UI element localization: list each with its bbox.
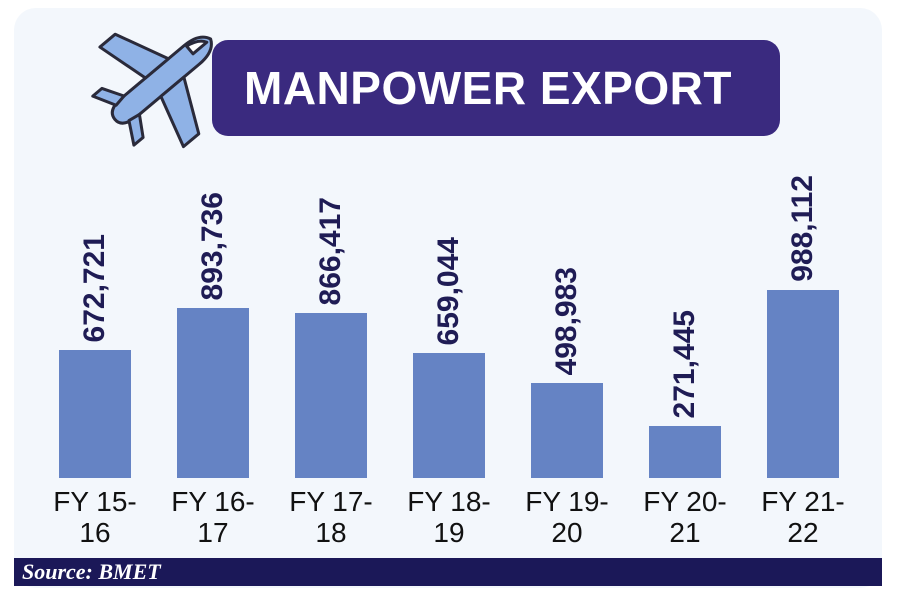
value-label: 988,112 — [786, 175, 819, 282]
source-note: Source: BMET — [22, 559, 161, 584]
value-label: 866,417 — [314, 197, 347, 306]
x-tick-label: FY 21-22 — [761, 486, 845, 548]
x-tick-label: FY 16-17 — [171, 486, 255, 548]
airplane-icon — [91, 32, 213, 149]
bar — [531, 383, 603, 478]
title-banner: MANPOWER EXPORT — [212, 40, 780, 136]
value-label: 893,736 — [196, 191, 229, 301]
bar — [767, 290, 839, 478]
value-label: 659,044 — [432, 236, 465, 346]
bar — [413, 352, 485, 478]
x-tick-label: FY 15-16 — [53, 486, 137, 548]
x-tick-label: FY 19-20 — [525, 486, 609, 548]
value-label: 498,983 — [550, 267, 583, 376]
bar — [59, 350, 131, 478]
bar — [649, 426, 721, 478]
value-label: 672,721 — [78, 234, 111, 343]
x-tick-label: FY 17-18 — [289, 486, 373, 548]
x-tick-label: FY 20-21 — [643, 486, 727, 548]
chart-title: MANPOWER EXPORT — [244, 62, 732, 114]
x-tick-label: FY 18-19 — [407, 486, 491, 548]
bar — [295, 313, 367, 478]
source-bar: Source: BMET — [14, 558, 882, 586]
value-label: 271,445 — [668, 310, 701, 419]
bar — [177, 307, 249, 478]
